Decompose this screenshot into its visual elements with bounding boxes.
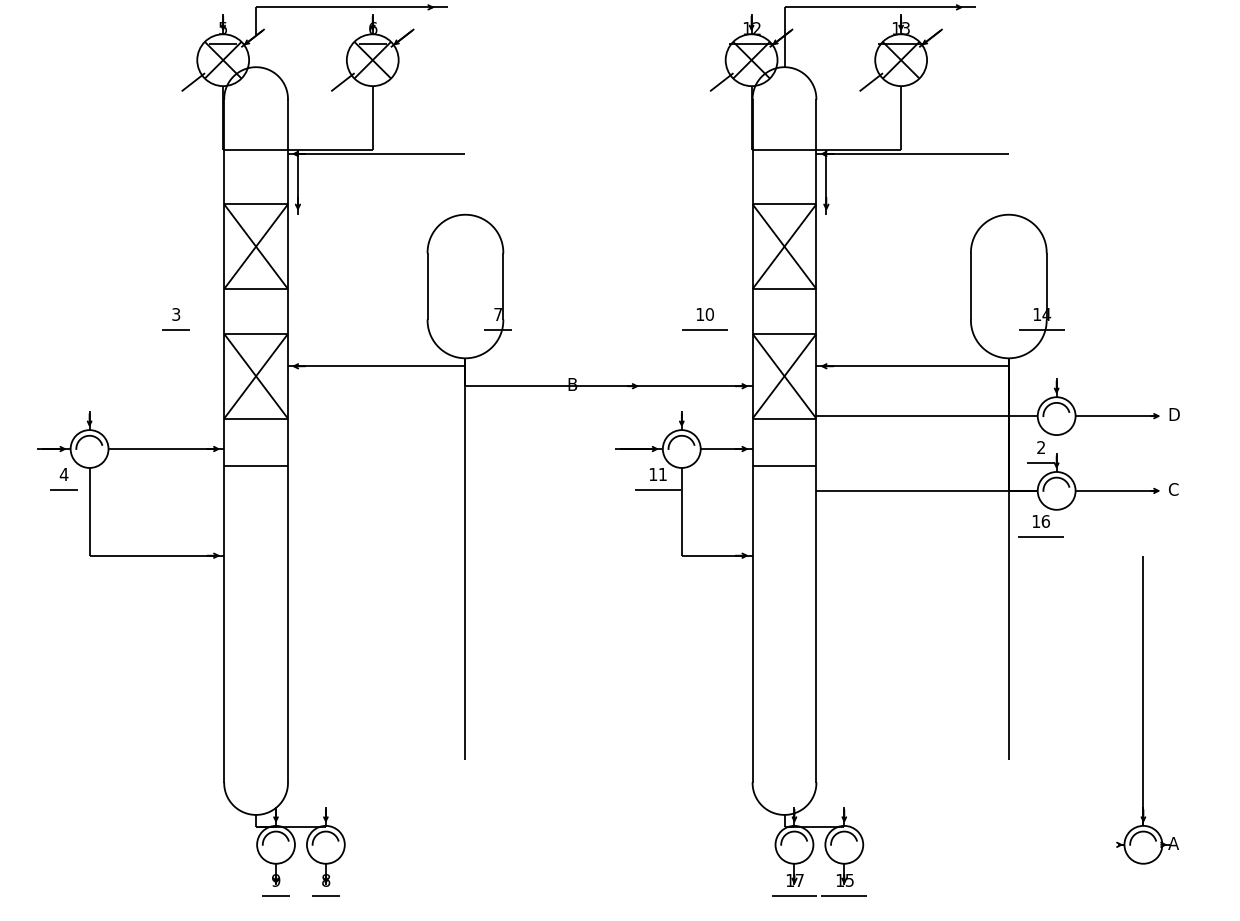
Text: 6: 6 [367,21,378,40]
Text: 4: 4 [58,467,69,485]
Text: 7: 7 [494,308,503,325]
Text: 10: 10 [694,308,715,325]
Text: 12: 12 [742,21,763,40]
Text: 16: 16 [1030,514,1052,531]
Text: 14: 14 [1032,308,1053,325]
Text: A: A [1168,836,1179,854]
Text: 11: 11 [647,467,668,485]
Text: 15: 15 [833,873,854,891]
Text: C: C [1168,482,1179,500]
Text: 9: 9 [270,873,281,891]
Text: 13: 13 [890,21,911,40]
Text: 3: 3 [171,308,181,325]
Text: D: D [1167,407,1179,426]
Text: B: B [567,378,578,395]
Text: 5: 5 [218,21,228,40]
Text: 8: 8 [321,873,331,891]
Text: 2: 2 [1035,440,1047,458]
Text: 17: 17 [784,873,805,891]
